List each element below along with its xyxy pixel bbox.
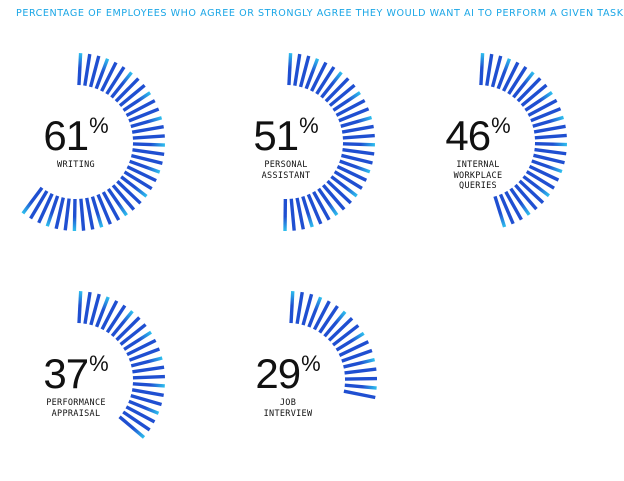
gauge-label-line: PERSONAL <box>226 160 346 171</box>
gauge-tick <box>120 417 144 438</box>
gauge-tick <box>74 199 75 231</box>
gauge-tick <box>535 150 567 154</box>
gauge-tick <box>297 292 302 324</box>
percent-sign: % <box>301 351 321 376</box>
percent-sign: % <box>491 113 511 138</box>
gauge-label-line: INTERVIEW <box>228 409 348 420</box>
percent-sign: % <box>89 351 109 376</box>
gauge-tick <box>342 150 374 154</box>
gauge-tick <box>132 390 164 396</box>
gauge-tick <box>535 144 567 145</box>
gauge-value-number: 61 <box>43 112 88 159</box>
gauge-tick <box>487 54 492 86</box>
gauge-tick <box>295 54 300 86</box>
gauge-label-line: WRITING <box>16 160 136 171</box>
chart-title: PERCENTAGE OF EMPLOYEES WHO AGREE OR STR… <box>16 8 624 19</box>
gauge-value: 51% <box>226 112 346 160</box>
gauge-tick <box>85 292 90 324</box>
gauge-value: 46% <box>418 112 538 160</box>
gauge-label: WRITING <box>16 160 136 171</box>
gauge-tick <box>65 199 69 231</box>
gauge-label-line: PERFORMANCE <box>16 398 136 409</box>
gauge-tick <box>133 377 165 378</box>
gauge-tick <box>132 367 164 372</box>
gauge-value-number: 46 <box>445 112 490 159</box>
gauge-label-line: ASSISTANT <box>226 171 346 182</box>
gauge-tick <box>133 144 165 145</box>
gauge-tick <box>535 135 567 137</box>
gauge-tick <box>343 144 375 145</box>
gauge-tick <box>132 127 164 132</box>
gauge-tick <box>343 136 375 138</box>
gauge-label-line: APPRAISAL <box>16 409 136 420</box>
gauge-tick <box>481 53 483 85</box>
gauge-tick <box>125 172 152 189</box>
gauge-label-line: JOB <box>228 398 348 409</box>
gauge-tick <box>345 369 377 373</box>
gauge-tick <box>291 291 293 323</box>
gauge-value-number: 29 <box>255 350 300 397</box>
gauge-tick <box>320 306 338 333</box>
gauge-tick <box>107 306 125 333</box>
gauge-tick <box>85 54 90 86</box>
gauge-tick <box>23 188 42 214</box>
gauge-value: 37% <box>16 350 136 398</box>
gauge-tick <box>291 199 294 231</box>
gauge-value-number: 51 <box>253 112 298 159</box>
gauge-tick <box>342 126 374 132</box>
gauge-tick <box>132 150 164 154</box>
percent-sign: % <box>299 113 319 138</box>
gauge-tick <box>79 53 81 85</box>
percent-sign: % <box>89 113 109 138</box>
gauge-tick <box>79 291 81 323</box>
gauge-tick <box>87 198 93 229</box>
gauge-tick <box>81 199 84 231</box>
gauge-tick <box>133 136 165 138</box>
gauge-value: 29% <box>228 350 348 398</box>
gauge-tick <box>297 198 303 229</box>
gauge-tick <box>133 384 165 386</box>
gauge-label-line: INTERNAL <box>418 160 538 171</box>
gauge-label-line: QUERIES <box>418 181 538 192</box>
gauge-tick <box>344 391 375 397</box>
gauge-tick <box>345 379 377 380</box>
gauge-value-number: 37 <box>43 350 88 397</box>
gauge-tick <box>343 360 374 367</box>
gauge-tick <box>289 53 291 85</box>
gauge-label-line: WORKPLACE <box>418 171 538 182</box>
gauge-tick <box>534 126 565 132</box>
gauge-tick <box>345 385 377 388</box>
gauge-value: 61% <box>16 112 136 160</box>
gauge-writing: 61% WRITING <box>16 53 186 243</box>
gauge-tick <box>124 332 151 349</box>
